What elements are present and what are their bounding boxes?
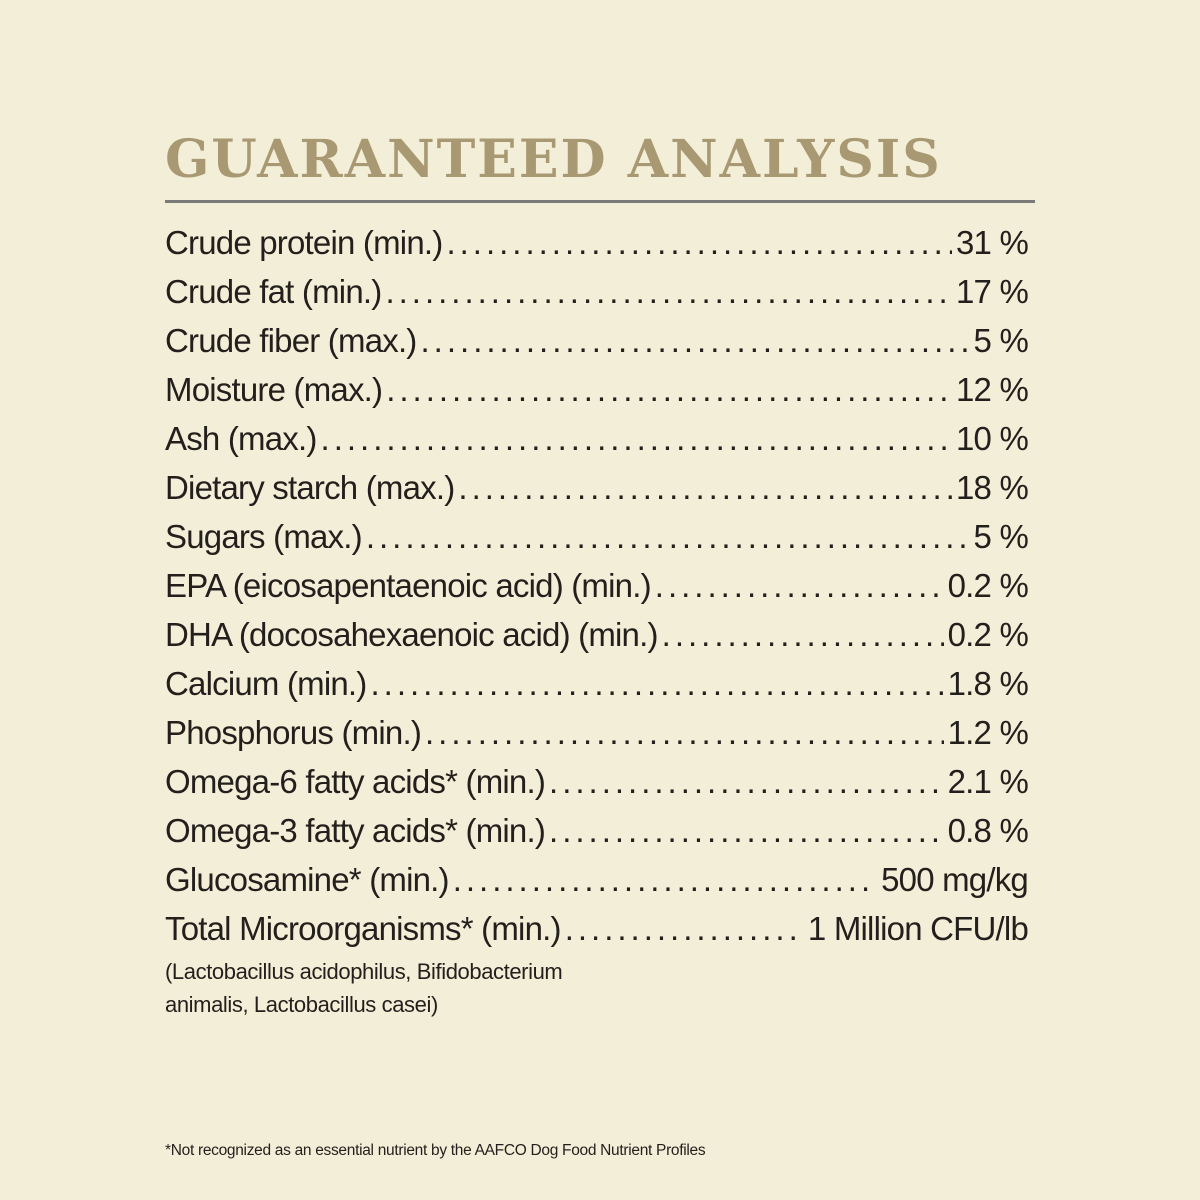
analysis-row-omega-3: Omega-3 fatty acids* (min.) ............… <box>165 806 1029 855</box>
row-value: 5 % <box>973 322 1029 359</box>
page-title: GUARANTEED ANALYSIS <box>165 129 942 190</box>
dot-leader: ........................................… <box>320 420 952 457</box>
dot-leader: ........................................… <box>549 763 944 800</box>
analysis-row-dietary-starch: Dietary starch (max.) ..................… <box>165 463 1029 512</box>
dot-leader: ........................................… <box>549 812 944 849</box>
row-label: Crude fiber (max.) <box>165 322 417 359</box>
row-label: Omega-3 fatty acids* (min.) <box>165 812 546 849</box>
dot-leader: ........................................… <box>386 371 952 408</box>
dot-leader: ........................................… <box>661 616 944 653</box>
row-label: Glucosamine* (min.) <box>165 861 450 898</box>
row-value: 500 mg/kg <box>881 861 1029 898</box>
analysis-row-crude-fat: Crude fat (min.) .......................… <box>165 267 1029 316</box>
row-value: 12 % <box>955 371 1029 408</box>
title-divider <box>165 200 1035 203</box>
microorganisms-note-line: (Lactobacillus acidophilus, Bifidobacter… <box>165 959 563 984</box>
row-value: 1 Million CFU/lb <box>807 910 1029 947</box>
analysis-row-calcium: Calcium (min.) .........................… <box>165 659 1029 708</box>
row-label: Ash (max.) <box>165 420 317 457</box>
row-value: 1.2 % <box>947 714 1029 751</box>
analysis-row-total-microorganisms: Total Microorganisms* (min.) ...........… <box>165 904 1029 953</box>
row-value: 31 % <box>955 224 1029 261</box>
dot-leader: ........................................… <box>654 567 944 604</box>
microorganisms-note-line: animalis, Lactobacillus casei) <box>165 992 438 1017</box>
row-value: 5 % <box>973 518 1029 555</box>
microorganisms-note: (Lactobacillus acidophilus, Bifidobacter… <box>165 955 563 1021</box>
dot-leader: ........................................… <box>370 665 943 702</box>
row-value: 0.2 % <box>947 616 1029 653</box>
analysis-row-sugars: Sugars (max.) ..........................… <box>165 512 1029 561</box>
dot-leader: ........................................… <box>564 910 804 947</box>
row-label: Total Microorganisms* (min.) <box>165 910 562 947</box>
row-label: Sugars (max.) <box>165 518 363 555</box>
row-value: 2.1 % <box>947 763 1029 800</box>
row-value: 0.2 % <box>947 567 1029 604</box>
row-label: Dietary starch (max.) <box>165 469 455 506</box>
analysis-row-glucosamine: Glucosamine* (min.) ....................… <box>165 855 1029 904</box>
row-label: EPA (eicosapentaenoic acid) (min.) <box>165 567 652 604</box>
row-value: 10 % <box>955 420 1029 457</box>
analysis-table: Crude protein (min.) ...................… <box>165 218 1029 953</box>
dot-leader: ........................................… <box>425 714 944 751</box>
analysis-row-ash: Ash (max.) .............................… <box>165 414 1029 463</box>
dot-leader: ........................................… <box>385 273 952 310</box>
analysis-row-moisture: Moisture (max.) ........................… <box>165 365 1029 414</box>
row-label: Crude fat (min.) <box>165 273 382 310</box>
row-label: Omega-6 fatty acids* (min.) <box>165 763 546 800</box>
analysis-row-omega-6: Omega-6 fatty acids* (min.) ............… <box>165 757 1029 806</box>
row-label: Crude protein (min.) <box>165 224 443 261</box>
analysis-row-crude-protein: Crude protein (min.) ...................… <box>165 218 1029 267</box>
row-value: 17 % <box>955 273 1029 310</box>
dot-leader: ........................................… <box>452 861 877 898</box>
row-value: 18 % <box>955 469 1029 506</box>
row-label: Calcium (min.) <box>165 665 367 702</box>
dot-leader: ........................................… <box>420 322 970 359</box>
row-value: 0.8 % <box>947 812 1029 849</box>
dot-leader: ........................................… <box>458 469 952 506</box>
row-label: DHA (docosahexaenoic acid) (min.) <box>165 616 658 653</box>
analysis-row-crude-fiber: Crude fiber (max.) .....................… <box>165 316 1029 365</box>
footnote: *Not recognized as an essential nutrient… <box>165 1142 706 1159</box>
row-value: 1.8 % <box>947 665 1029 702</box>
dot-leader: ........................................… <box>365 518 970 555</box>
analysis-row-dha: DHA (docosahexaenoic acid) (min.) ......… <box>165 610 1029 659</box>
row-label: Phosphorus (min.) <box>165 714 422 751</box>
row-label: Moisture (max.) <box>165 371 383 408</box>
analysis-row-epa: EPA (eicosapentaenoic acid) (min.) .....… <box>165 561 1029 610</box>
analysis-row-phosphorus: Phosphorus (min.) ......................… <box>165 708 1029 757</box>
dot-leader: ........................................… <box>446 224 952 261</box>
